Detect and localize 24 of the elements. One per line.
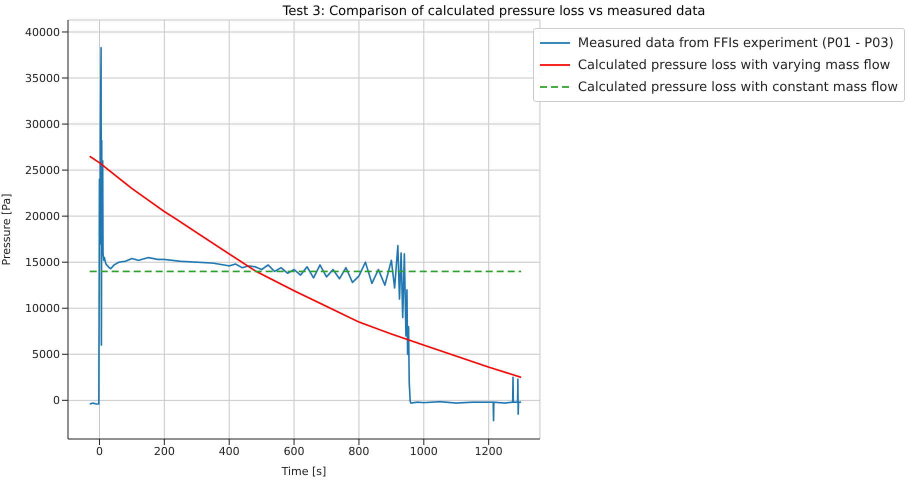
- y-tick-label: 10000: [25, 302, 60, 316]
- y-tick-label: 40000: [25, 26, 60, 39]
- y-tick-label: 20000: [25, 210, 60, 224]
- y-tick-label: 25000: [25, 164, 60, 178]
- y-axis-title: Pressure [Pa]: [0, 194, 13, 266]
- x-tick-label: 1200: [474, 444, 503, 458]
- line-series: [88, 155, 522, 378]
- legend-label: Calculated pressure loss with varying mass flow: [578, 58, 890, 72]
- x-tick-label: 600: [284, 444, 305, 458]
- x-tick-label: 800: [348, 444, 370, 458]
- y-tick-label: 0: [53, 394, 60, 408]
- y-tick-label: 15000: [25, 256, 60, 270]
- x-tick-label: 200: [154, 444, 175, 458]
- chart-title: Test 3: Comparison of calculated pressure loss vs measured data: [282, 4, 706, 19]
- legend-label: Measured data from FFIs experiment (P01 - P03): [578, 36, 894, 50]
- line-series: [88, 46, 522, 422]
- x-tick-label: 400: [218, 444, 240, 458]
- y-tick-label: 30000: [25, 118, 60, 131]
- x-axis-title: Time [s]: [280, 465, 326, 478]
- x-tick-label: 0: [96, 444, 103, 458]
- x-tick-label: 1000: [410, 444, 438, 458]
- y-tick-label: 5000: [32, 348, 60, 362]
- legend-label: Calculated pressure loss with constant mass flow: [578, 80, 898, 94]
- y-tick-label: 35000: [25, 72, 60, 85]
